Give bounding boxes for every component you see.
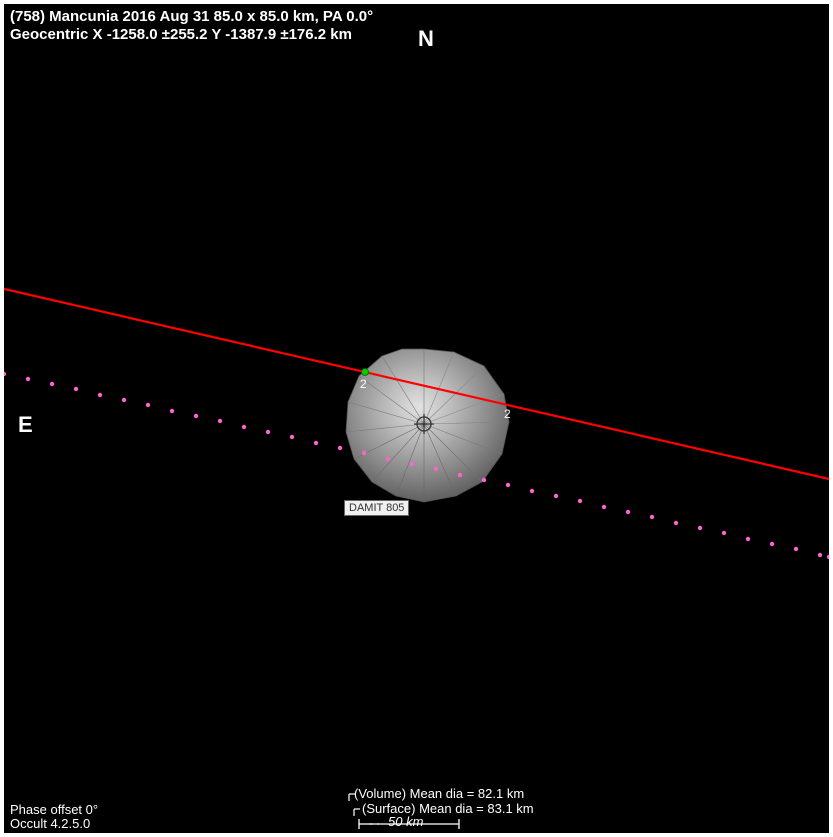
header-line-1: (758) Mancunia 2016 Aug 31 85.0 x 85.0 k… bbox=[10, 8, 373, 25]
scale-label: 50 km bbox=[388, 814, 423, 829]
phase-offset-label: Phase offset 0° bbox=[10, 802, 98, 817]
model-label: DAMIT 805 bbox=[344, 500, 409, 516]
volume-diameter-label: (Volume) Mean dia = 82.1 km bbox=[354, 786, 524, 801]
header-line-2: Geocentric X -1258.0 ±255.2 Y -1387.9 ±1… bbox=[10, 26, 352, 43]
chord-marker-right-label: 2 bbox=[504, 407, 511, 421]
plot-svg bbox=[4, 4, 829, 833]
compass-east: E bbox=[18, 412, 33, 438]
surface-bracket bbox=[354, 809, 360, 816]
plot-area: (758) Mancunia 2016 Aug 31 85.0 x 85.0 k… bbox=[4, 4, 829, 833]
chord-marker-left-label: 2 bbox=[360, 377, 367, 391]
software-version-label: Occult 4.2.5.0 bbox=[10, 816, 90, 831]
compass-north: N bbox=[418, 26, 434, 52]
window-frame: (758) Mancunia 2016 Aug 31 85.0 x 85.0 k… bbox=[0, 0, 833, 837]
chord-endpoint-left bbox=[362, 369, 369, 376]
